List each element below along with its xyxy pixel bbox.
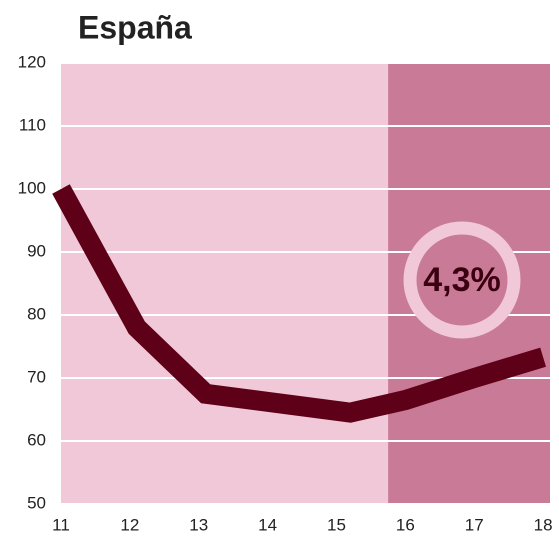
x-tick-label: 14 [258,515,277,534]
x-tick-label: 17 [465,515,484,534]
y-tick-label: 50 [27,493,46,512]
x-tick-label: 12 [120,515,139,534]
y-tick-label: 70 [27,367,46,386]
x-tick-label: 11 [52,515,70,534]
x-tick-label: 15 [327,515,346,534]
y-tick-label: 90 [27,241,46,260]
y-tick-label: 110 [19,115,46,134]
x-tick-label: 16 [396,515,415,534]
x-tick-label: 18 [534,515,553,534]
y-tick-label: 100 [18,178,46,197]
line [52,184,547,423]
chart-title: España [78,9,192,45]
annotation: 4,3% [423,261,501,299]
x-tick-label: 13 [189,515,208,534]
y-tick-label: 60 [27,430,46,449]
y-tick-label: 80 [27,304,46,323]
annotation-ring [403,221,521,339]
y-tick-label: 120 [18,52,46,71]
